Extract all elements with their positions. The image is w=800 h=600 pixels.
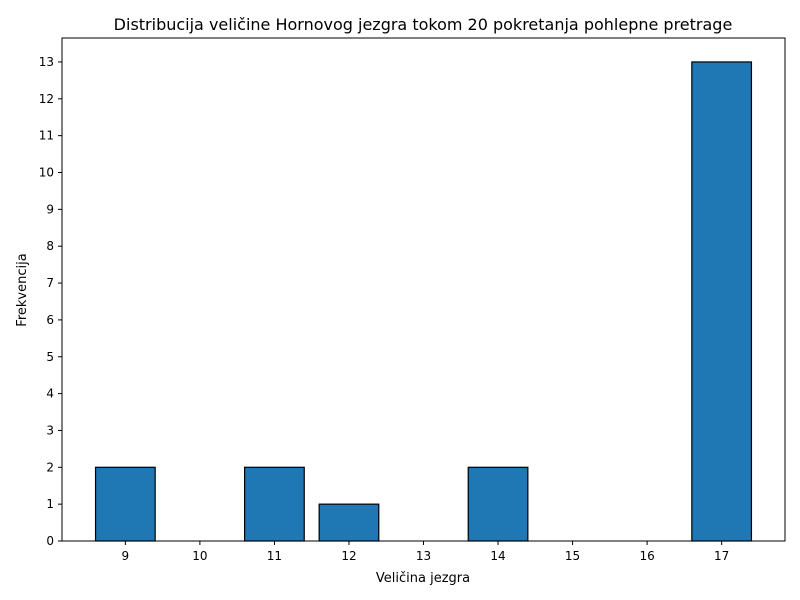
y-tick-label-1: 1 — [46, 497, 54, 511]
y-tick-label-6: 6 — [46, 313, 54, 327]
x-tick-label-12: 12 — [341, 549, 356, 563]
bar-9 — [94, 466, 156, 542]
chart-title: Distribucija veličine Hornovog jezgra to… — [114, 15, 733, 34]
x-tick-label-17: 17 — [714, 549, 729, 563]
y-tick-label-4: 4 — [46, 387, 54, 401]
x-tick-label-10: 10 — [192, 549, 207, 563]
x-tick-label-15: 15 — [565, 549, 580, 563]
y-tick-label-0: 0 — [46, 534, 54, 548]
bars-group — [94, 61, 753, 542]
x-axis-title: Veličina jezgra — [376, 571, 470, 586]
y-tick-label-5: 5 — [46, 350, 54, 364]
y-tick-label-11: 11 — [39, 129, 54, 143]
bar-14 — [467, 466, 529, 542]
x-axis-ticks: 9 10 11 12 13 14 15 16 17 — [122, 541, 729, 563]
plot-frame — [61, 37, 786, 542]
x-tick-label-9: 9 — [122, 549, 130, 563]
y-tick-label-10: 10 — [39, 166, 54, 180]
x-tick-label-13: 13 — [416, 549, 431, 563]
y-tick-label-2: 2 — [46, 460, 54, 474]
plot-area — [61, 37, 786, 542]
x-tick-label-14: 14 — [490, 549, 505, 563]
bar-11 — [244, 466, 305, 542]
bar-17 — [691, 61, 753, 542]
y-tick-label-8: 8 — [46, 239, 54, 253]
x-tick-label-16: 16 — [639, 549, 654, 563]
x-tick-label-11: 11 — [267, 549, 282, 563]
y-tick-label-13: 13 — [39, 55, 54, 69]
y-tick-label-7: 7 — [46, 276, 54, 290]
y-tick-label-9: 9 — [46, 202, 54, 216]
y-tick-label-3: 3 — [46, 423, 54, 437]
y-axis-title: Frekvencija — [15, 253, 30, 326]
y-tick-label-12: 12 — [39, 92, 54, 106]
bar-12 — [318, 503, 380, 542]
